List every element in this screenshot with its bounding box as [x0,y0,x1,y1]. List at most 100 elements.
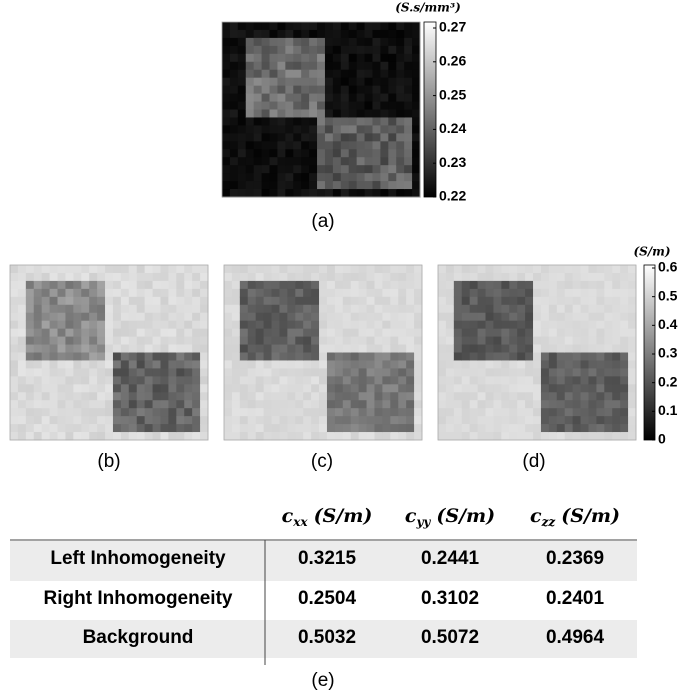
pixel [342,408,352,417]
pixel [540,352,550,361]
pixel [41,416,51,425]
pixel [231,272,241,282]
pixel [303,392,312,401]
pixel [469,344,479,353]
pixel [152,400,161,409]
pixel [364,45,373,55]
pixel [525,424,534,433]
pixel [493,288,502,298]
pixel [33,368,43,377]
pixel [356,77,366,87]
pixel [176,336,185,346]
pixel [398,432,407,441]
pixel [224,368,233,377]
pixel [128,265,138,274]
pixel [224,360,233,369]
pixel [176,360,185,369]
pixel [406,312,415,322]
pixel [255,272,265,282]
pixel [184,376,193,385]
pixel [200,328,209,338]
pixel [556,416,566,425]
column-header: cxx (S/m) [282,505,373,529]
pixel [340,61,350,71]
pixel [247,288,257,298]
pixel [572,328,582,338]
pixel [501,265,510,274]
pixel [57,304,66,314]
pixel [412,45,421,55]
pixel [509,265,518,274]
pixel [239,320,249,330]
pixel [301,37,310,47]
pixel [438,408,447,417]
pixel [311,368,320,377]
pixel [533,368,542,377]
pixel [372,141,381,150]
pixel [184,320,193,330]
pixel [136,344,146,353]
pixel [317,77,326,87]
pixel [311,265,320,274]
pixel [556,376,566,385]
pixel [412,85,421,95]
pixel [628,384,637,393]
pixel [525,296,534,306]
pixel [279,368,288,377]
pixel [229,101,239,110]
pixel [445,432,455,441]
pixel [342,304,352,314]
pixel [332,165,342,174]
pixel [192,432,201,441]
pixel [33,392,43,401]
pixel [10,344,19,353]
pixel [105,344,114,353]
pixel [324,93,334,103]
pixel [17,272,27,282]
pixel [229,45,239,55]
pixel [572,408,582,417]
pixel [222,77,231,87]
pixel [247,376,257,385]
pixel [556,392,566,401]
pixel [414,384,423,393]
pixel [398,344,407,353]
pixel [73,288,82,298]
pixel [261,165,271,174]
pixel [596,360,605,369]
pixel [396,101,405,110]
colorbar [423,21,437,198]
pixel [81,328,90,338]
pixel [255,336,265,346]
pixel [311,280,320,290]
pixel [192,272,201,282]
pixel [604,392,613,401]
pixel [89,352,98,361]
pixel [326,312,336,322]
pixel [200,272,209,282]
pixel [342,265,352,274]
pixel [239,400,249,409]
pixel [192,304,201,314]
pixel [285,29,294,39]
pixel [477,328,487,338]
pixel [388,93,397,103]
pixel [277,29,286,39]
pixel [572,272,582,282]
pixel [604,432,613,441]
pixel [49,424,59,433]
pixel [350,320,360,330]
pixel [309,61,318,71]
pixel [326,368,336,377]
pixel [533,280,542,290]
pixel [324,22,334,31]
pixel [263,312,273,322]
pixel [390,312,399,322]
pixel [366,336,375,346]
pixel [57,280,66,290]
pixel [279,320,288,330]
pixel [324,61,334,71]
pixel [309,101,318,110]
pixel [247,400,257,409]
table-cell: 0.2369 [546,548,604,569]
